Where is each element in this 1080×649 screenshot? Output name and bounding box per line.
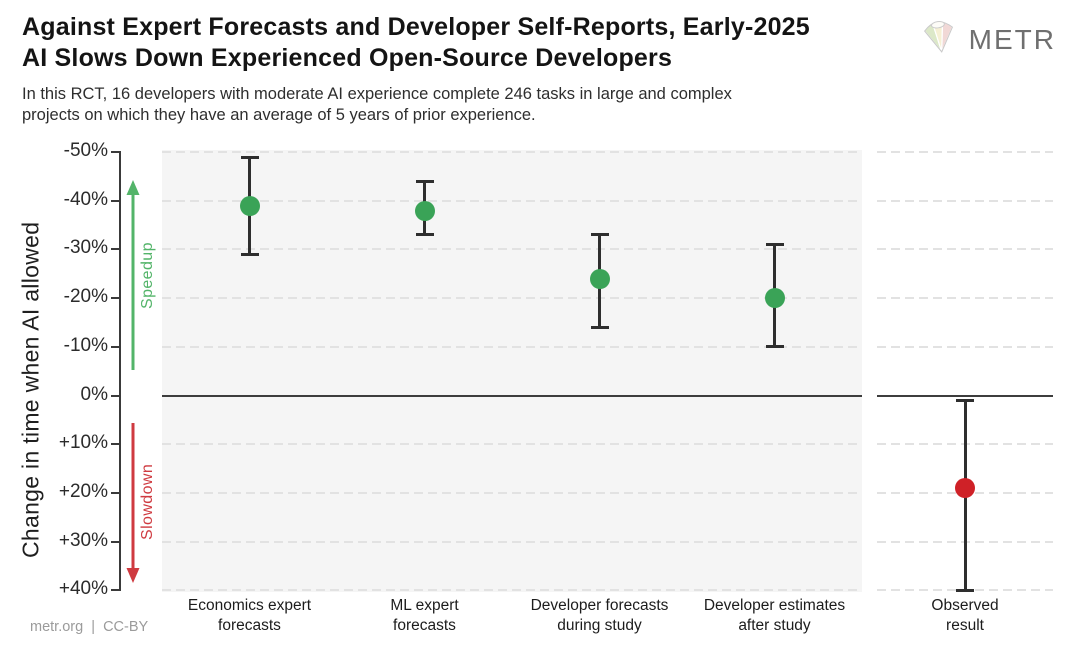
y-axis-tick	[111, 540, 119, 543]
y-tick-label: -20%	[63, 286, 108, 308]
y-tick-label: -10%	[63, 334, 108, 356]
data-point	[239, 195, 260, 216]
attribution-credit: metr.org | CC-BY	[30, 619, 149, 635]
error-bar-cap-top	[240, 155, 259, 159]
gridline	[162, 540, 862, 543]
error-bar-cap-bottom	[240, 252, 259, 256]
data-point	[589, 268, 610, 289]
error-bar-cap-top	[590, 233, 609, 237]
gridline	[877, 151, 1053, 154]
slowdown-arrow-icon	[126, 423, 140, 583]
y-axis-tick	[111, 248, 119, 251]
data-point	[955, 477, 975, 498]
slowdown-label: Slowdown	[139, 463, 156, 541]
x-category-label: Observed result	[931, 597, 999, 635]
metr-cone-icon	[917, 13, 963, 65]
x-category-label: Developer forecasts during study	[530, 597, 669, 635]
y-tick-label: +10%	[58, 432, 108, 454]
chart-area: Change in time when AI allowed Speedup S…	[0, 140, 1080, 649]
y-axis-tick	[111, 345, 119, 348]
y-axis-tick	[111, 199, 119, 202]
zero-line	[877, 394, 1053, 397]
y-tick-label: +30%	[58, 529, 108, 551]
error-bar-cap-top	[765, 243, 784, 247]
gridline	[162, 491, 862, 494]
metr-logo-text: METR	[968, 23, 1056, 55]
y-tick-label: +20%	[58, 480, 108, 502]
y-axis-line	[119, 151, 121, 592]
gridline	[162, 297, 862, 300]
plot-panel-forecasts	[162, 150, 862, 592]
x-category-label: ML expert forecasts	[390, 597, 459, 635]
gridline	[162, 199, 862, 202]
y-axis-tick	[111, 151, 119, 154]
gridline	[877, 248, 1053, 251]
gridline	[877, 345, 1053, 348]
speedup-label: Speedup	[139, 242, 156, 310]
gridline	[162, 443, 862, 446]
gridline	[162, 151, 862, 154]
error-bar-cap-top	[415, 179, 434, 183]
error-bar-cap-bottom	[956, 588, 974, 592]
page-subtitle: In this RCT, 16 developers with moderate…	[22, 85, 732, 125]
y-axis-tick	[111, 589, 119, 592]
zero-line	[162, 394, 862, 397]
y-tick-label: -30%	[63, 237, 108, 259]
x-category-label: Developer estimates after study	[703, 597, 846, 635]
gridline	[877, 297, 1053, 300]
error-bar-cap-top	[956, 398, 974, 402]
gridline	[877, 199, 1053, 202]
y-axis-tick	[111, 394, 119, 397]
error-bar-cap-bottom	[590, 325, 609, 329]
error-bar-cap-bottom	[415, 233, 434, 237]
y-axis-tick	[111, 297, 119, 300]
speedup-arrow-icon	[126, 180, 140, 370]
gridline	[162, 345, 862, 348]
y-tick-label: -40%	[63, 188, 108, 210]
y-axis-tick	[111, 443, 119, 446]
data-point	[414, 200, 435, 221]
gridline	[162, 248, 862, 251]
error-bar-cap-bottom	[765, 345, 784, 349]
y-axis-tick	[111, 491, 119, 494]
data-point	[764, 288, 785, 309]
x-category-label: Economics expert forecasts	[187, 597, 312, 635]
y-tick-label: -50%	[63, 140, 108, 162]
y-tick-label: 0%	[80, 383, 108, 405]
page-title: Against Expert Forecasts and Developer S…	[22, 13, 810, 72]
y-tick-label: +40%	[58, 578, 108, 600]
metr-logo: METR	[920, 16, 1056, 63]
gridline	[162, 589, 862, 592]
